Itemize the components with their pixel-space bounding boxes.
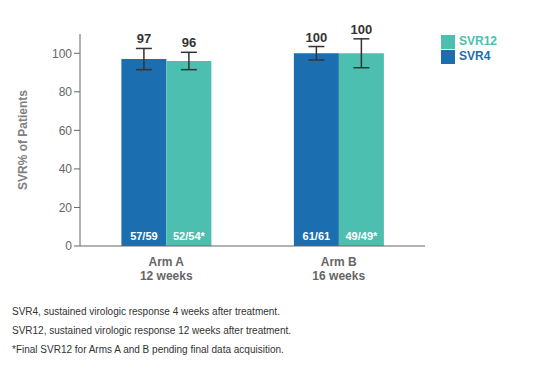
svg-text:SVR% of Patients: SVR% of Patients [16, 90, 30, 190]
html-text:SVR12: SVR12 [459, 34, 497, 48]
svg-text:80: 80 [59, 85, 73, 99]
svg-text:100: 100 [52, 47, 72, 61]
html-text:SVR4, sustained virologic resp: SVR4, sustained virologic response 4 wee… [12, 306, 280, 317]
svg-text:20: 20 [59, 201, 73, 215]
svg-text:100: 100 [306, 30, 328, 45]
html-text:SVR12, sustained virologic res: SVR12, sustained virologic response 12 w… [12, 325, 291, 336]
svg-text:49/49*: 49/49* [345, 230, 378, 242]
svg-text:61/61: 61/61 [303, 230, 331, 242]
svg-text:Arm B16 weeks: Arm B16 weeks [312, 255, 365, 283]
svg-text:40: 40 [59, 162, 73, 176]
svg-text:100: 100 [351, 22, 373, 37]
svg-text:96: 96 [182, 35, 196, 50]
svg-text:52/54*: 52/54* [173, 230, 206, 242]
svg-text:57/59: 57/59 [130, 230, 158, 242]
svg-text:0: 0 [65, 239, 72, 253]
svg-text:97: 97 [137, 31, 151, 46]
html-text:SVR4: SVR4 [459, 48, 491, 63]
svg-text:60: 60 [59, 124, 73, 138]
html-text:*Final SVR12 for Arms A and B: *Final SVR12 for Arms A and B pending fi… [12, 344, 284, 355]
svg-text:Arm A12 weeks: Arm A12 weeks [140, 255, 193, 283]
